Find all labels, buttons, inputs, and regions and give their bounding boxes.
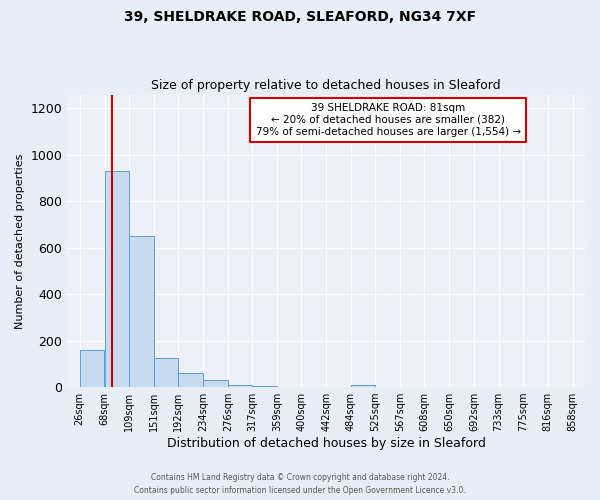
Text: 39 SHELDRAKE ROAD: 81sqm
← 20% of detached houses are smaller (382)
79% of semi-: 39 SHELDRAKE ROAD: 81sqm ← 20% of detach… [256, 104, 521, 136]
Bar [154, 358, 178, 387]
X-axis label: Distribution of detached houses by size in Sleaford: Distribution of detached houses by size … [167, 437, 485, 450]
Bar [105, 171, 128, 387]
Text: Contains HM Land Registry data © Crown copyright and database right 2024.
Contai: Contains HM Land Registry data © Crown c… [134, 474, 466, 495]
Bar [228, 385, 252, 387]
Y-axis label: Number of detached properties: Number of detached properties [15, 153, 25, 328]
Bar [129, 236, 154, 387]
Text: 39, SHELDRAKE ROAD, SLEAFORD, NG34 7XF: 39, SHELDRAKE ROAD, SLEAFORD, NG34 7XF [124, 10, 476, 24]
Bar [203, 380, 227, 387]
Title: Size of property relative to detached houses in Sleaford: Size of property relative to detached ho… [151, 79, 501, 92]
Bar [351, 385, 375, 387]
Bar [178, 373, 203, 387]
Bar [80, 350, 104, 387]
Bar [253, 386, 277, 387]
